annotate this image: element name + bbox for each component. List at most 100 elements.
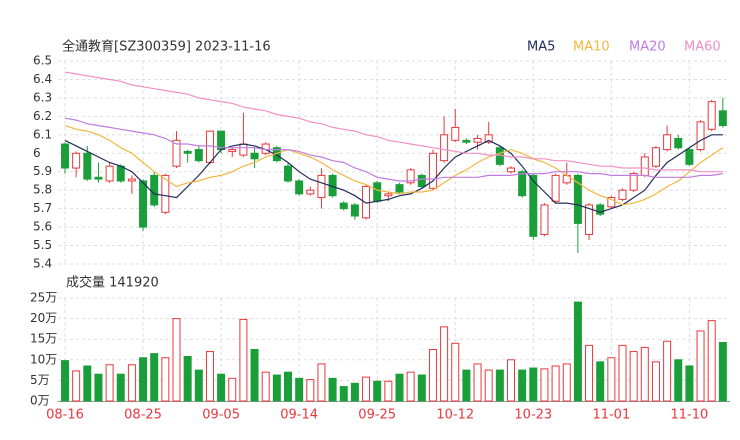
volume-bar bbox=[428, 349, 437, 402]
candle-body bbox=[540, 204, 549, 235]
x-tick-label: 09-14 bbox=[280, 408, 318, 423]
volume-title: 成交量 141920 bbox=[66, 275, 159, 291]
ma-line bbox=[64, 134, 723, 213]
volume-bar bbox=[607, 357, 616, 402]
volume-bar bbox=[663, 340, 672, 402]
legend-entry: MA60 bbox=[684, 40, 721, 55]
y-tick-label: 6.1 bbox=[33, 127, 52, 141]
x-tick-label: 09-05 bbox=[202, 408, 240, 423]
candle-body bbox=[618, 189, 627, 200]
volume-bar bbox=[440, 326, 449, 402]
y-tick-label: 5.5 bbox=[33, 238, 52, 252]
ma-line bbox=[64, 71, 723, 173]
volume-bar bbox=[72, 370, 81, 402]
volume-bar bbox=[451, 342, 460, 402]
candle-body bbox=[284, 165, 292, 182]
y-tick-label: 0万 bbox=[30, 394, 50, 408]
x-tick-label: 08-25 bbox=[124, 408, 162, 423]
volume-bar bbox=[239, 318, 248, 402]
x-tick-label: 11-01 bbox=[592, 408, 630, 423]
candle-body bbox=[674, 138, 683, 149]
candle-body bbox=[228, 149, 237, 152]
volume-bar bbox=[696, 330, 705, 402]
volume-bar bbox=[261, 371, 270, 402]
candle-body bbox=[317, 174, 326, 199]
volume-bar bbox=[284, 371, 292, 402]
candle-body bbox=[462, 139, 471, 143]
volume-bar bbox=[61, 360, 69, 402]
candle-body bbox=[451, 126, 460, 141]
volume-bar bbox=[339, 386, 348, 402]
candle-body bbox=[161, 174, 170, 213]
volume-bar bbox=[362, 376, 371, 402]
candle-body bbox=[428, 152, 437, 189]
candle-body bbox=[629, 173, 638, 191]
candle-body bbox=[127, 178, 136, 182]
y-tick-label: 5万 bbox=[30, 373, 50, 387]
y-tick-label: 6.4 bbox=[33, 72, 52, 86]
candle-body bbox=[72, 152, 81, 169]
candle-body bbox=[139, 180, 148, 228]
volume-bar bbox=[417, 374, 426, 402]
candle-body bbox=[518, 171, 527, 197]
volume-bar bbox=[139, 357, 148, 402]
volume-bar bbox=[105, 364, 114, 402]
candle-body bbox=[529, 174, 538, 237]
y-tick-label: 6 bbox=[33, 146, 41, 160]
candle-body bbox=[573, 174, 582, 224]
volume-bar bbox=[127, 364, 136, 402]
y-tick-label: 5.9 bbox=[33, 164, 52, 178]
volume-bar bbox=[674, 359, 683, 402]
candle-body bbox=[473, 138, 482, 143]
x-tick-label: 08-16 bbox=[46, 408, 84, 423]
candle-body bbox=[194, 149, 203, 162]
candle-body bbox=[295, 180, 304, 195]
candle-body bbox=[596, 204, 605, 215]
y-tick-label: 20万 bbox=[30, 311, 57, 325]
y-tick-label: 10万 bbox=[30, 352, 57, 366]
volume-bar bbox=[161, 357, 170, 402]
volume-bar bbox=[317, 363, 326, 402]
volume-bar bbox=[250, 349, 259, 402]
volume-bar bbox=[484, 369, 493, 402]
volume-bar bbox=[295, 377, 304, 402]
legend-entry: MA5 bbox=[527, 40, 555, 55]
candle-body bbox=[373, 182, 382, 202]
volume-bar bbox=[551, 365, 560, 402]
candle-body bbox=[384, 193, 393, 197]
volume-bar bbox=[518, 369, 527, 402]
x-tick-label: 10-12 bbox=[436, 408, 474, 423]
candle-body bbox=[417, 174, 426, 187]
volume-bar bbox=[718, 342, 727, 402]
candle-body bbox=[696, 121, 705, 151]
candle-body bbox=[83, 152, 92, 180]
y-tick-label: 6.5 bbox=[33, 54, 52, 68]
volume-bar bbox=[194, 369, 203, 402]
volume-bar bbox=[83, 365, 92, 402]
candle-body bbox=[440, 134, 449, 162]
y-tick-label: 15万 bbox=[30, 332, 57, 346]
volume-bar bbox=[183, 356, 192, 402]
y-tick-label: 25万 bbox=[30, 291, 57, 305]
volume-bar bbox=[540, 368, 549, 402]
candle-body bbox=[406, 169, 415, 184]
volume-bar bbox=[328, 377, 337, 402]
legend-entry: MA10 bbox=[573, 40, 610, 55]
volume-bar bbox=[573, 301, 582, 402]
y-tick-label: 5.7 bbox=[33, 201, 52, 215]
candle-body bbox=[306, 189, 315, 195]
x-tick-label: 10-23 bbox=[514, 408, 552, 423]
volume-bar bbox=[529, 367, 538, 402]
volume-bar bbox=[272, 374, 281, 402]
volume-bar bbox=[217, 373, 226, 402]
volume-bar bbox=[205, 351, 214, 402]
candle-body bbox=[94, 176, 103, 180]
candle-body bbox=[685, 149, 694, 165]
volume-bar bbox=[150, 353, 159, 402]
y-tick-label: 5.8 bbox=[33, 183, 52, 197]
volume-bar bbox=[116, 373, 125, 402]
candle-body bbox=[150, 174, 159, 206]
volume-bar bbox=[507, 359, 515, 402]
y-tick-label: 5.4 bbox=[33, 257, 52, 271]
